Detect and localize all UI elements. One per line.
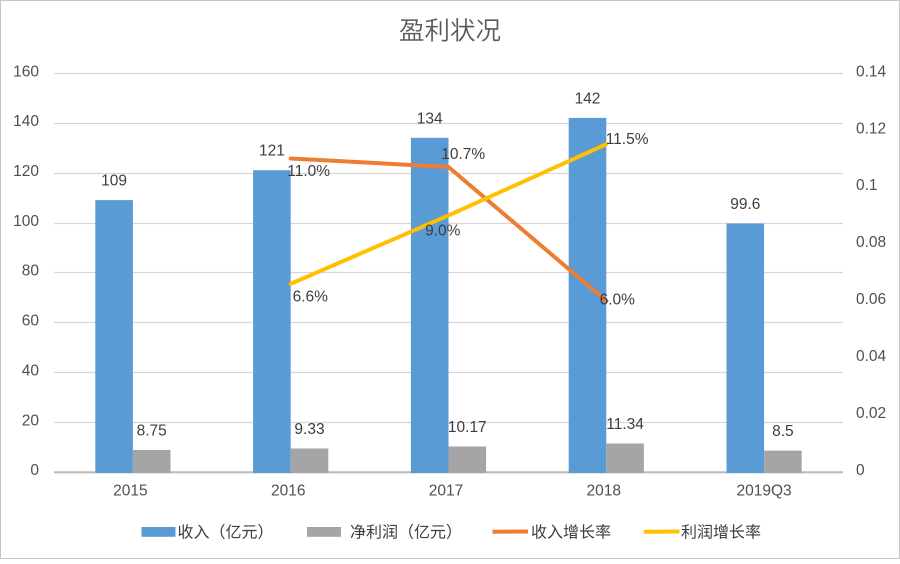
svg-text:0: 0 xyxy=(30,462,39,479)
svg-text:2016: 2016 xyxy=(271,483,305,500)
svg-text:0.04: 0.04 xyxy=(856,348,887,365)
svg-text:60: 60 xyxy=(22,313,40,330)
svg-text:11.5%: 11.5% xyxy=(606,131,649,148)
svg-text:99.6: 99.6 xyxy=(730,196,760,213)
svg-text:0.08: 0.08 xyxy=(856,234,886,251)
svg-text:120: 120 xyxy=(13,163,39,180)
svg-text:10.7%: 10.7% xyxy=(441,146,485,163)
svg-text:2019Q3: 2019Q3 xyxy=(737,483,792,500)
svg-text:6.6%: 6.6% xyxy=(293,289,329,306)
svg-text:121: 121 xyxy=(259,143,285,160)
svg-text:8.5: 8.5 xyxy=(772,423,794,440)
svg-text:80: 80 xyxy=(22,263,40,280)
svg-text:0.12: 0.12 xyxy=(856,120,886,137)
svg-text:20: 20 xyxy=(22,412,40,429)
svg-text:2018: 2018 xyxy=(587,483,621,500)
svg-text:100: 100 xyxy=(13,213,39,230)
svg-text:0.14: 0.14 xyxy=(856,63,887,80)
svg-text:109: 109 xyxy=(101,173,127,190)
svg-text:11.0%: 11.0% xyxy=(287,163,330,180)
svg-text:0: 0 xyxy=(856,462,865,479)
svg-text:10.17: 10.17 xyxy=(448,419,487,436)
svg-text:142: 142 xyxy=(575,90,601,107)
svg-text:8.75: 8.75 xyxy=(137,423,167,440)
svg-text:6.0%: 6.0% xyxy=(600,292,636,309)
svg-text:0.06: 0.06 xyxy=(856,291,886,308)
svg-text:2015: 2015 xyxy=(113,483,147,500)
svg-text:40: 40 xyxy=(22,362,40,379)
svg-text:9.0%: 9.0% xyxy=(425,223,461,240)
svg-text:9.33: 9.33 xyxy=(294,421,324,438)
svg-text:11.34: 11.34 xyxy=(606,416,644,433)
svg-text:2017: 2017 xyxy=(429,483,463,500)
svg-text:0.02: 0.02 xyxy=(856,405,886,422)
svg-text:134: 134 xyxy=(417,110,443,127)
svg-text:0.1: 0.1 xyxy=(856,177,878,194)
svg-text:140: 140 xyxy=(13,113,39,130)
svg-text:160: 160 xyxy=(13,63,39,80)
